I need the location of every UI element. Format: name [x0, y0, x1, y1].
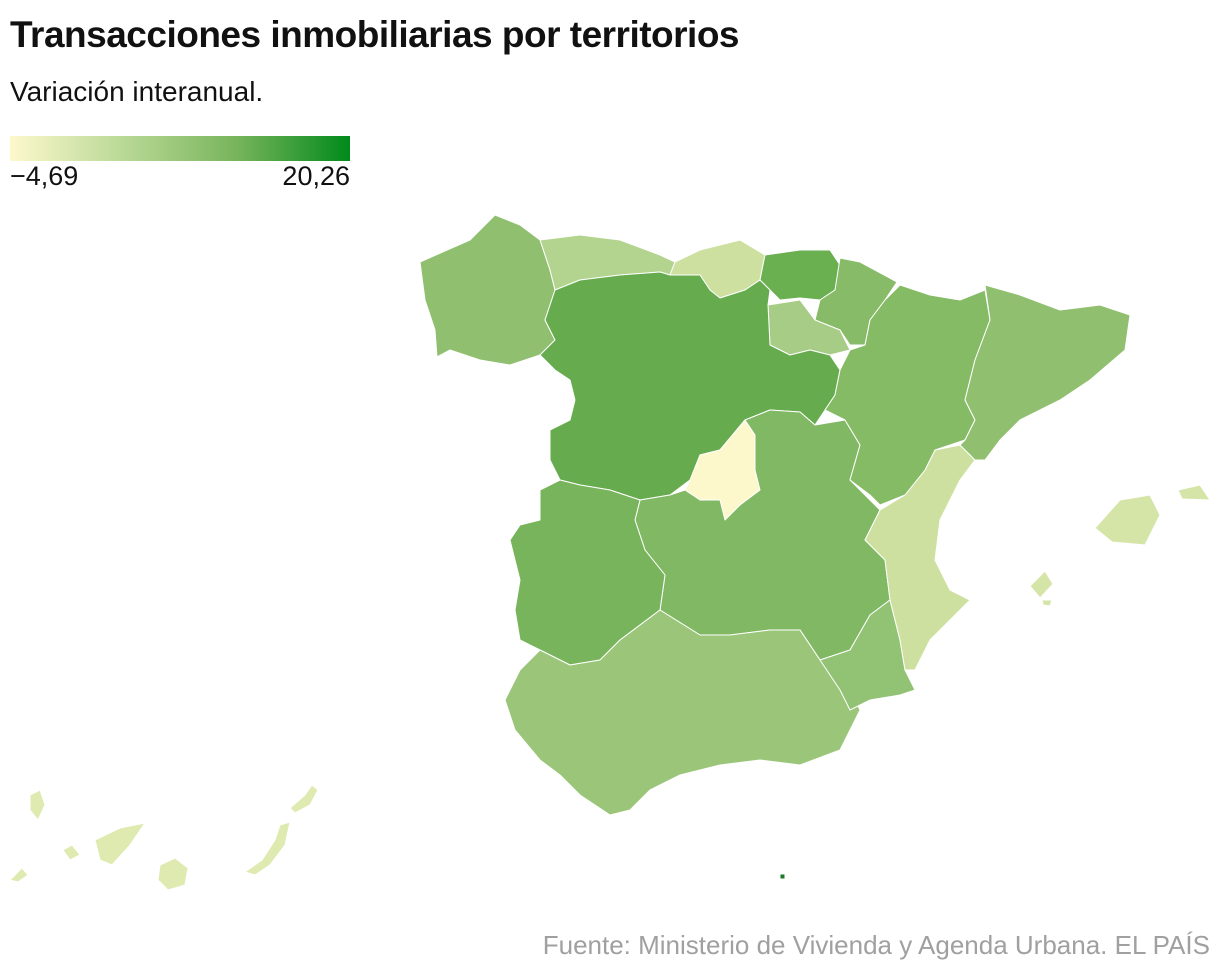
source-note: Fuente: Ministerio de Vivienda y Agenda … [542, 930, 1210, 960]
legend-gradient-bar [10, 136, 350, 161]
color-legend: −4,69 20,26 [10, 136, 350, 191]
region-canarias-lanzarote[interactable] [289, 784, 319, 814]
region-andalucia[interactable] [504, 609, 861, 816]
legend-max-label: 20,26 [282, 161, 350, 191]
region-canarias-la-gomera[interactable] [62, 844, 81, 861]
map-title: Transacciones inmobiliarias por territor… [10, 14, 740, 55]
region-canarias-la-palma[interactable] [29, 789, 46, 821]
region-canarias-tenerife[interactable] [94, 822, 146, 866]
region-ceuta[interactable] [779, 873, 786, 880]
region-canarias-el-hierro[interactable] [9, 867, 29, 883]
region-canarias-gran-canaria[interactable] [157, 857, 189, 891]
region-baleares-mallorca[interactable] [1094, 494, 1161, 546]
map-subtitle: Variación interanual. [10, 76, 264, 107]
region-navarra[interactable] [814, 257, 898, 346]
region-baleares-ibiza[interactable] [1029, 570, 1054, 599]
region-galicia[interactable] [419, 214, 556, 366]
region-pais-vasco[interactable] [759, 249, 841, 301]
region-baleares-formentera[interactable] [1041, 599, 1053, 607]
region-murcia[interactable] [819, 599, 916, 711]
legend-min-label: −4,69 [10, 161, 79, 191]
region-canarias-fuerteventura[interactable] [244, 821, 291, 876]
region-cataluna[interactable] [959, 284, 1131, 461]
region-baleares-menorca[interactable] [1177, 484, 1211, 501]
